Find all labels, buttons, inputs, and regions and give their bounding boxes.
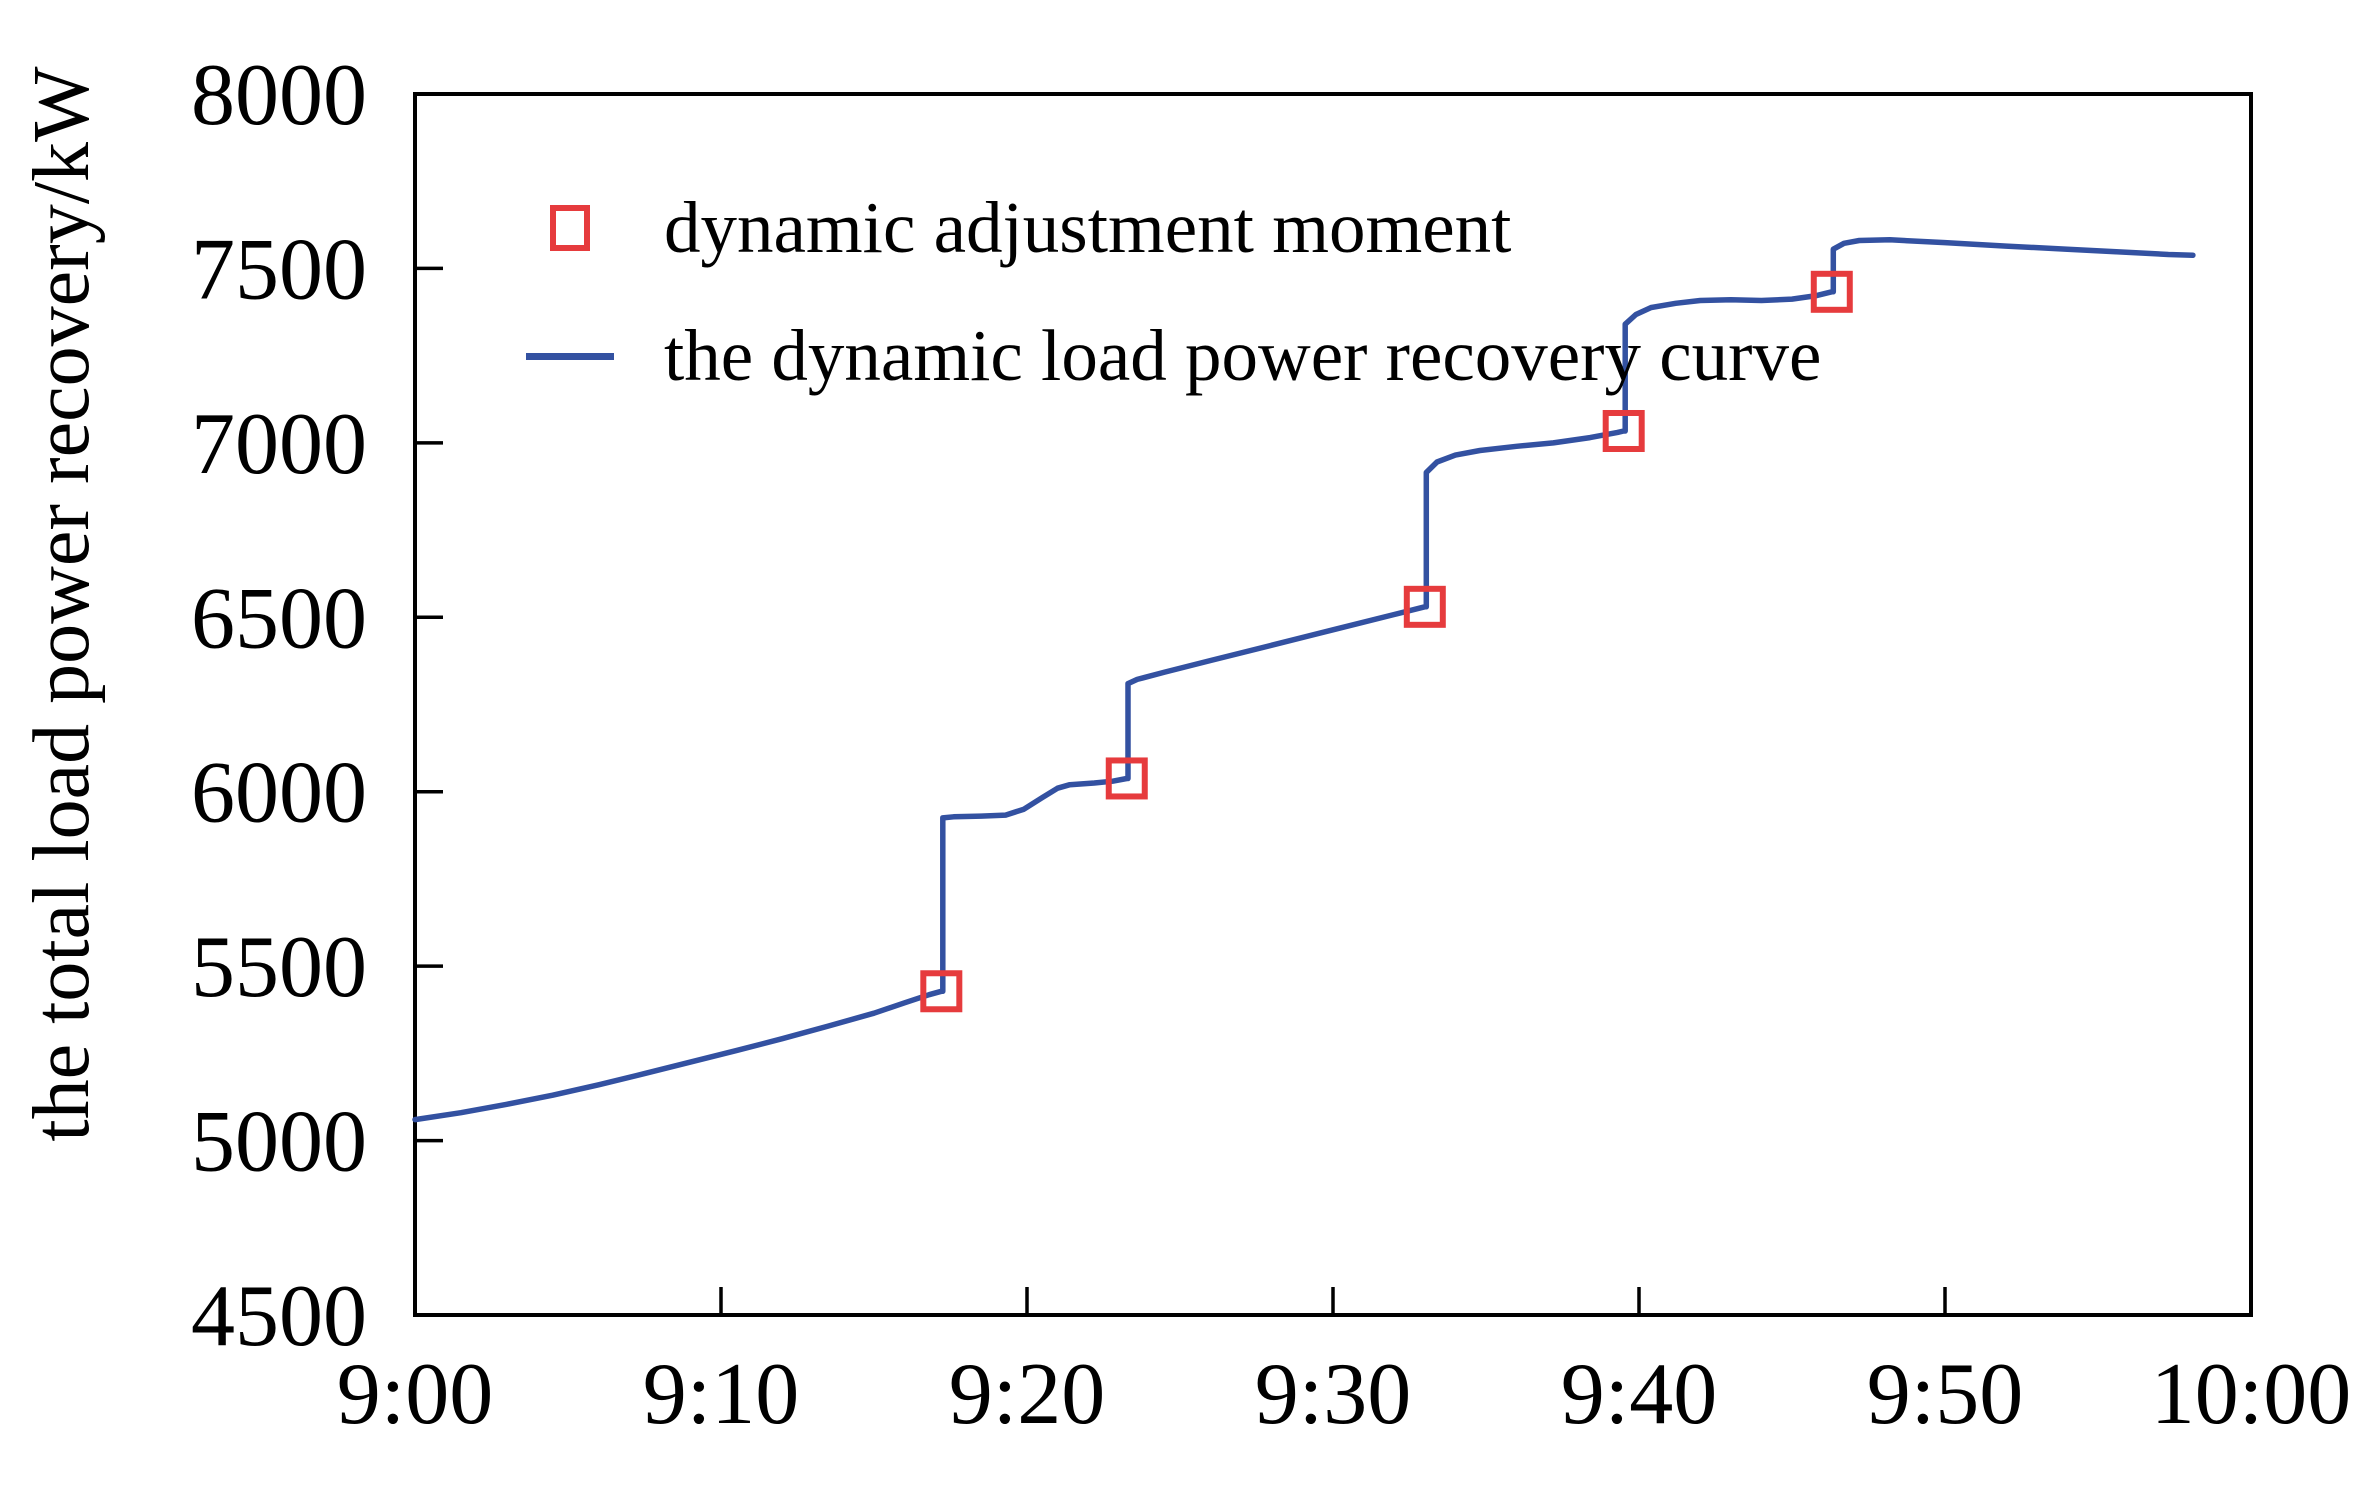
y-tick-label: 5500 xyxy=(191,919,367,1016)
adjustment-moment-marker xyxy=(1105,757,1148,800)
x-tick-label: 9:00 xyxy=(337,1346,493,1443)
legend-label: the dynamic load power recovery curve xyxy=(664,315,1822,396)
adjustment-moment-marker xyxy=(1403,585,1446,628)
legend-entry-adjustment-moment: dynamic adjustment moment xyxy=(522,188,1511,268)
legend-key xyxy=(522,352,618,360)
y-tick-label: 8000 xyxy=(191,47,367,144)
y-tick-label: 5000 xyxy=(191,1094,367,1191)
x-tick-label: 9:30 xyxy=(1255,1346,1411,1443)
x-tick-label: 9:20 xyxy=(949,1346,1105,1443)
line-sample-icon xyxy=(526,352,614,360)
y-tick-label: 7000 xyxy=(191,396,367,493)
x-tick-label: 9:40 xyxy=(1561,1346,1717,1443)
recovery-curve-line xyxy=(412,237,2196,1123)
adjustment-moment-marker xyxy=(920,970,963,1013)
x-tick-label: 10:00 xyxy=(2151,1346,2351,1443)
y-tick-label: 6000 xyxy=(191,745,367,842)
open-square-marker-icon xyxy=(550,205,590,251)
legend-label: dynamic adjustment moment xyxy=(664,187,1512,268)
y-tick-label: 6500 xyxy=(191,570,367,667)
y-tick-label: 7500 xyxy=(191,221,367,318)
y-tick-label: 4500 xyxy=(191,1268,367,1365)
y-axis-title: the total load power recovery/kW xyxy=(18,66,106,1142)
axes-frame xyxy=(413,92,2253,1317)
x-tick-label: 9:10 xyxy=(643,1346,799,1443)
adjustment-moment-marker xyxy=(1810,270,1853,313)
legend-key xyxy=(522,205,618,251)
adjustment-moment-marker xyxy=(1602,409,1645,452)
x-tick-label: 9:50 xyxy=(1867,1346,2023,1443)
legend-entry-recovery-curve: the dynamic load power recovery curve xyxy=(522,316,1821,396)
